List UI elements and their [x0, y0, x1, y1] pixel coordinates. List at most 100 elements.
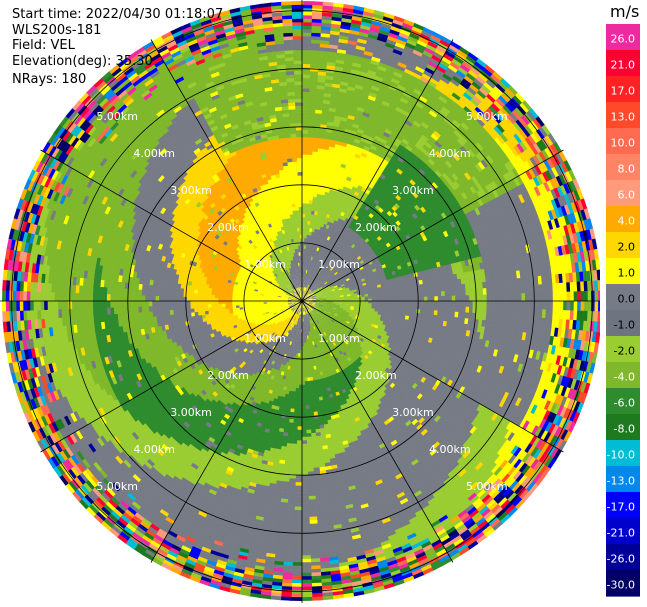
- velocity-gate: [308, 259, 311, 264]
- velocity-gate: [308, 126, 315, 131]
- velocity-gate: [330, 30, 341, 36]
- velocity-gate: [358, 31, 370, 38]
- velocity-gate: [514, 301, 519, 310]
- velocity-gate: [323, 173, 330, 179]
- velocity-gate: [316, 88, 326, 94]
- velocity-gate: [372, 52, 383, 60]
- velocity-gate: [306, 280, 308, 285]
- velocity-gate: [309, 196, 314, 201]
- velocity-gate: [302, 11, 314, 16]
- velocity-gate: [347, 39, 359, 46]
- velocity-gate: [330, 23, 342, 29]
- velocity-gate: [382, 16, 395, 23]
- velocity-gate: [308, 203, 313, 208]
- velocity-gate: [302, 84, 311, 89]
- velocity-gate: [545, 301, 550, 311]
- velocity-gate: [312, 260, 316, 265]
- velocity-gate: [556, 301, 561, 312]
- velocity-gate: [326, 68, 336, 74]
- velocity-gate: [309, 193, 314, 198]
- velocity-gate: [329, 104, 338, 109]
- velocity-gate: [309, 77, 319, 83]
- velocity-gate: [302, 258, 304, 263]
- velocity-gate: [307, 220, 311, 225]
- velocity-gate: [385, 294, 390, 299]
- velocity-gate: [364, 47, 376, 54]
- velocity-gate: [413, 304, 418, 310]
- velocity-gate: [348, 111, 357, 117]
- velocity-gate: [307, 137, 315, 142]
- velocity-gate: [346, 43, 358, 49]
- velocity-gate: [323, 145, 330, 151]
- velocity-gate: [385, 301, 390, 305]
- velocity-gate: [310, 214, 315, 219]
- velocity-gate: [319, 53, 329, 59]
- velocity-gate: [352, 58, 363, 65]
- velocity-gate: [314, 179, 320, 184]
- velocity-gate: [328, 149, 335, 155]
- velocity-gate: [304, 290, 306, 295]
- velocity-gate: [358, 70, 369, 77]
- velocity-gate: [302, 18, 314, 23]
- velocity-gate: [327, 206, 333, 212]
- velocity-gate: [304, 283, 306, 288]
- velocity-gate: [324, 85, 333, 91]
- velocity-gate: [317, 208, 322, 213]
- velocity-gate: [313, 137, 320, 142]
- velocity-gate: [317, 251, 321, 256]
- velocity-gate: [349, 108, 358, 114]
- velocity-gate: [577, 291, 582, 303]
- velocity-gate: [306, 284, 309, 288]
- velocity-gate: [303, 265, 305, 270]
- velocity-gate: [305, 245, 309, 249]
- velocity-gate: [556, 292, 561, 303]
- velocity-gate: [303, 283, 306, 288]
- velocity-gate: [444, 301, 449, 307]
- velocity-gate: [361, 57, 373, 64]
- velocity-gate: [444, 290, 449, 297]
- velocity-gate: [306, 231, 310, 236]
- velocity-gate: [307, 130, 315, 135]
- velocity-gate: [319, 130, 327, 136]
- velocity-gate: [320, 208, 326, 214]
- velocity-gate: [318, 64, 328, 69]
- velocity-gate: [320, 40, 331, 45]
- velocity-gate: [322, 180, 328, 186]
- velocity-gate: [363, 50, 375, 57]
- velocity-gate: [302, 185, 307, 190]
- velocity-gate: [315, 200, 320, 205]
- velocity-gate: [349, 26, 362, 32]
- velocity-gate: [352, 119, 361, 126]
- velocity-gate: [315, 99, 324, 104]
- velocity-gate: [326, 61, 337, 67]
- velocity-gate: [326, 156, 334, 162]
- velocity-gate: [308, 266, 311, 271]
- velocity-gate: [317, 71, 328, 76]
- velocity-gate: [302, 286, 304, 291]
- velocity-gate: [316, 155, 323, 160]
- velocity-gate: [354, 113, 364, 119]
- velocity-gate: [302, 248, 305, 253]
- velocity-gate: [302, 206, 306, 211]
- velocity-gate: [318, 247, 322, 252]
- velocity-gate: [328, 107, 337, 113]
- velocity-gate: [351, 123, 360, 129]
- velocity-gate: [302, 70, 311, 75]
- velocity-gate: [326, 160, 333, 165]
- velocity-gate: [309, 95, 318, 100]
- velocity-gate: [319, 197, 325, 203]
- velocity-gate: [361, 60, 372, 67]
- velocity-gate: [316, 197, 321, 202]
- velocity-gate: [325, 166, 331, 172]
- velocity-gate: [308, 112, 316, 117]
- velocity-gate: [311, 36, 322, 41]
- velocity-gate: [306, 175, 312, 180]
- velocity-gate: [362, 86, 372, 93]
- velocity-gate: [312, 264, 316, 269]
- velocity-gate: [311, 267, 315, 272]
- velocity-gate: [378, 295, 383, 299]
- velocity-gate: [308, 105, 317, 110]
- velocity-gate: [454, 306, 459, 313]
- velocity-gate: [486, 301, 491, 309]
